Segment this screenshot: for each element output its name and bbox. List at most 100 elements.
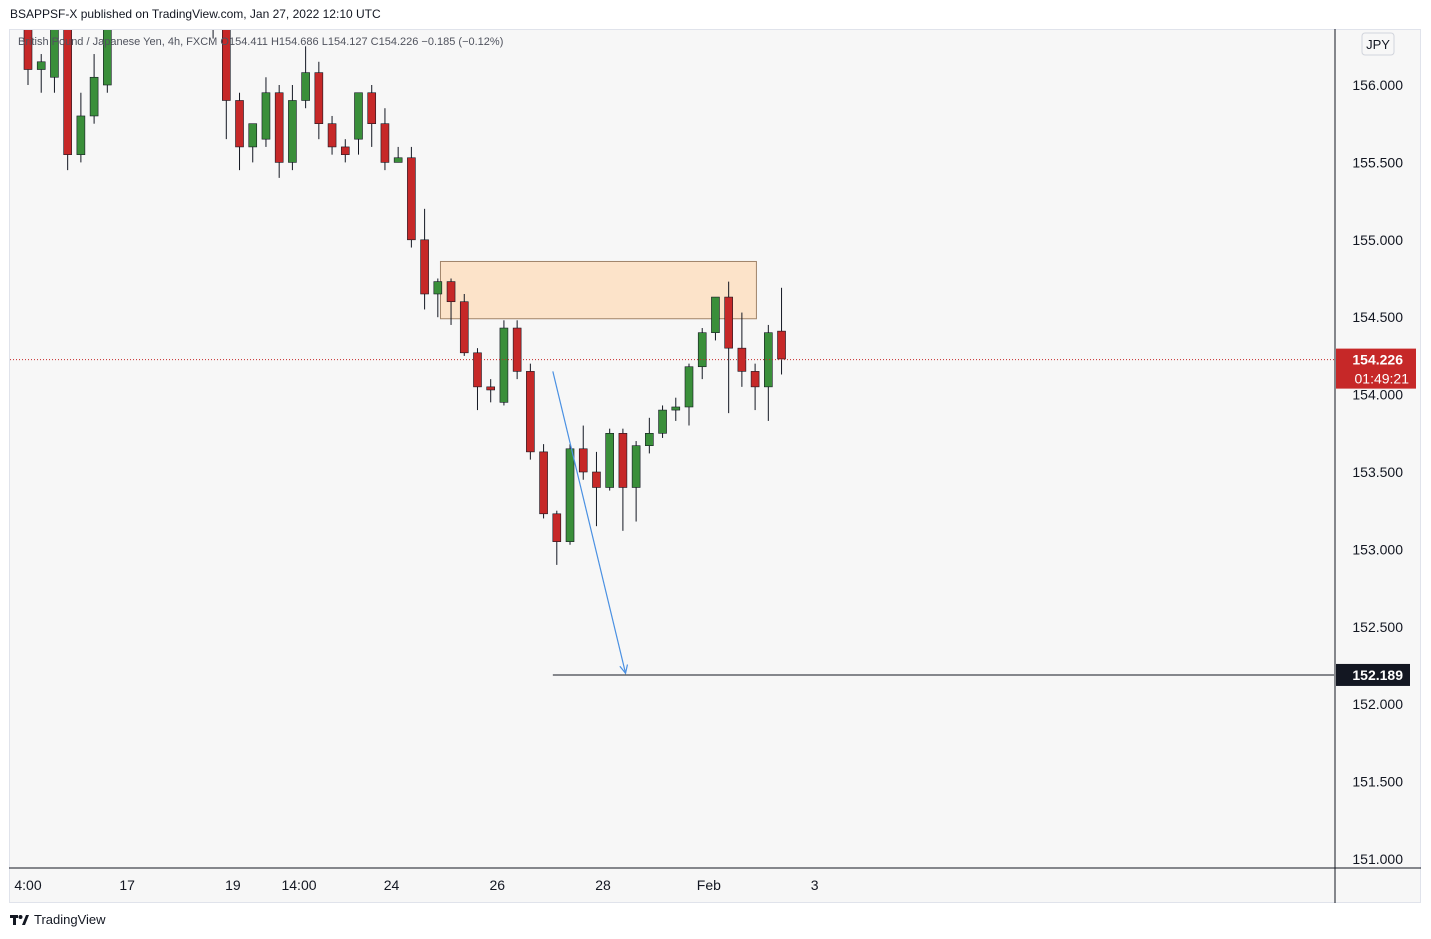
candle-body: [36, 61, 46, 70]
candle: [63, 30, 72, 171]
candle: [288, 85, 297, 171]
candle-body: [274, 92, 284, 163]
candle-body: [645, 432, 654, 446]
candle: [764, 324, 773, 421]
candle: [23, 30, 33, 85]
candle-body: [512, 327, 522, 372]
candle-body: [63, 30, 72, 155]
candle: [248, 123, 258, 163]
candle: [539, 444, 548, 519]
candle-body: [314, 72, 324, 124]
x-tick-label: 28: [595, 877, 611, 893]
arrow-head: [619, 664, 629, 675]
candle-body: [526, 371, 535, 453]
candle-body: [407, 157, 416, 241]
candle: [301, 46, 310, 109]
candle: [261, 77, 271, 147]
candle-body: [209, 0, 217, 15]
candle-body: [684, 366, 694, 408]
candle-body: [711, 296, 720, 333]
candle-body: [499, 327, 509, 403]
x-tick-label: 19: [225, 877, 241, 893]
x-tick-label: 4:00: [14, 877, 41, 893]
candle: [473, 348, 482, 411]
candle: [671, 397, 681, 421]
candle: [605, 428, 614, 491]
candle-body: [367, 92, 377, 124]
candle: [89, 54, 99, 124]
y-tick-label: 153.000: [1352, 541, 1403, 557]
candle-body: [89, 76, 99, 117]
tradingview-icon: [10, 914, 29, 925]
candle: [711, 296, 720, 341]
candle: [196, 0, 204, 5]
candle: [777, 287, 786, 375]
candle: [222, 30, 231, 140]
currency-button[interactable]: JPY: [1361, 32, 1395, 56]
current-price-value: 154.226: [1352, 352, 1403, 368]
candle: [433, 278, 443, 318]
candle-body: [592, 471, 601, 488]
candle-body: [354, 92, 363, 140]
candle: [209, 0, 217, 39]
y-tick-label: 152.000: [1352, 696, 1403, 712]
candle: [103, 30, 112, 93]
tradingview-logo[interactable]: TradingView: [10, 912, 106, 927]
candle: [50, 30, 59, 93]
target-price-label: 152.189: [1336, 663, 1410, 686]
candle-body: [459, 301, 469, 354]
candle-body: [76, 115, 86, 155]
candle: [499, 320, 509, 406]
candle: [631, 441, 641, 522]
candle-body: [697, 332, 707, 368]
x-tick-label: 3: [811, 877, 819, 893]
candle-body: [420, 239, 429, 295]
y-tick-label: 154.000: [1352, 387, 1403, 403]
candle: [737, 312, 747, 387]
candle: [314, 61, 324, 140]
candle-body: [671, 406, 681, 411]
x-tick-label: 17: [119, 877, 135, 893]
candle: [367, 85, 377, 147]
candle: [117, 0, 125, 5]
candle: [684, 363, 694, 426]
target-price-value: 152.189: [1352, 667, 1403, 683]
y-tick-label: 155.500: [1352, 154, 1403, 170]
candle: [274, 85, 284, 178]
candle: [565, 444, 575, 545]
candle-body: [578, 448, 588, 473]
candle: [486, 379, 496, 403]
candle: [512, 320, 522, 380]
y-tick-label: 154.500: [1352, 309, 1403, 325]
candle-body: [103, 30, 112, 86]
brand-name: TradingView: [34, 912, 106, 927]
candle-body: [539, 451, 548, 515]
y-tick-label: 155.000: [1352, 232, 1403, 248]
candle-body: [248, 123, 258, 148]
candle: [592, 451, 601, 527]
chart-legend: British Pound / Japanese Yen, 4h, FXCM O…: [18, 36, 503, 48]
candle: [446, 278, 456, 325]
candle-body: [777, 330, 786, 360]
candle-body: [565, 448, 575, 542]
candle: [354, 92, 363, 155]
candle-body: [327, 123, 337, 148]
publish-info: BSAPPSF-X published on TradingView.com, …: [10, 7, 381, 21]
candle: [618, 428, 628, 531]
chart-area[interactable]: [9, 29, 1421, 903]
candle: [327, 115, 337, 155]
x-tick-label: Feb: [697, 877, 721, 893]
candle: [420, 208, 429, 310]
candle-body: [261, 92, 271, 140]
candle-body: [23, 30, 33, 70]
candle-body: [618, 432, 628, 488]
candle-body: [380, 123, 390, 163]
projection-arrow[interactable]: [552, 371, 627, 674]
candle-body: [50, 30, 59, 78]
currency-label: JPY: [1366, 37, 1390, 52]
candle: [697, 328, 707, 380]
supply-zone[interactable]: [439, 260, 757, 320]
candle: [76, 92, 86, 163]
candle-body: [340, 146, 350, 155]
